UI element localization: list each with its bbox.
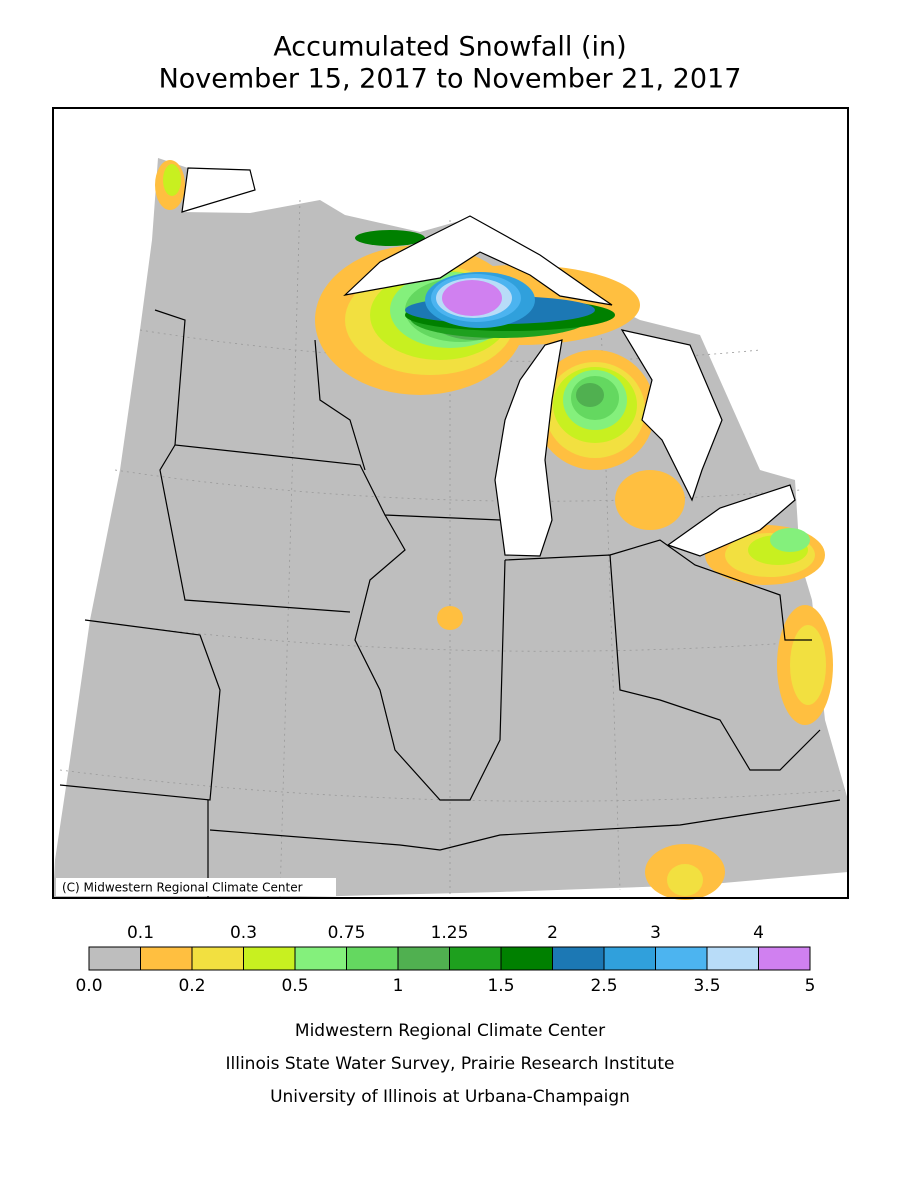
map: (C) Midwestern Regional Climate Center: [52, 107, 849, 900]
legend-swatch: [706, 946, 759, 971]
legend-label: 3.5: [693, 976, 720, 996]
legend-label: 0.1: [127, 923, 154, 943]
snow-area: [442, 280, 502, 316]
legend-label: 2: [547, 923, 558, 943]
lake-michigan: [494, 339, 563, 557]
legend-label: 1.5: [487, 976, 514, 996]
subtitle: November 15, 2017 to November 21, 2017: [159, 64, 742, 95]
legend-swatch: [88, 946, 141, 971]
lake-superior: [343, 215, 613, 306]
legend-swatch: [243, 946, 296, 971]
snow-area: [576, 383, 604, 407]
map-frame: [52, 107, 849, 899]
legend-swatch: [397, 946, 450, 971]
legend-swatch: [758, 946, 811, 971]
legend-swatch: [140, 946, 193, 971]
legend-label: 5: [805, 976, 816, 996]
legend-swatch: [449, 946, 502, 971]
canada: [181, 167, 256, 213]
copyright-box: [56, 878, 336, 896]
legend: 0.0 0.1 0.2 0.3 0.5 0.75 1 1.25 1.5 2 2.5 3 3.5 4 5: [75, 923, 815, 996]
legend-swatch: [346, 946, 399, 971]
snow-area: [770, 528, 810, 552]
legend-swatch: [655, 946, 708, 971]
legend-swatch: [603, 946, 656, 971]
snow-area: [790, 625, 826, 705]
title: Accumulated Snowfall (in): [273, 32, 626, 63]
legend-swatch: [191, 946, 244, 971]
snow-area: [615, 470, 685, 530]
legend-label: 0.5: [281, 976, 308, 996]
legend-swatch: [552, 946, 605, 971]
legend-label: 0.0: [75, 976, 102, 996]
legend-label: 1: [393, 976, 404, 996]
snow-area: [355, 230, 425, 246]
legend-label: 0.2: [178, 976, 205, 996]
state-borders: [59, 309, 841, 897]
legend-label: 0.75: [328, 923, 366, 943]
legend-label: 1.25: [431, 923, 469, 943]
snow-area: [667, 864, 703, 896]
snow-area: [437, 606, 463, 630]
lake-huron: [620, 329, 723, 502]
lake-erie: [666, 484, 796, 557]
footer-line: Illinois State Water Survey, Prairie Res…: [226, 1054, 675, 1074]
legend-swatch: [500, 946, 553, 971]
footer-line: University of Illinois at Urbana-Champai…: [270, 1087, 630, 1107]
copyright: (C) Midwestern Regional Climate Center: [62, 881, 303, 895]
footer-line: Midwestern Regional Climate Center: [295, 1021, 605, 1041]
snow-area: [163, 164, 181, 196]
legend-label: 0.3: [230, 923, 257, 943]
legend-label: 3: [650, 923, 661, 943]
legend-label: 2.5: [590, 976, 617, 996]
legend-label: 4: [753, 923, 764, 943]
legend-swatch: [294, 946, 347, 971]
